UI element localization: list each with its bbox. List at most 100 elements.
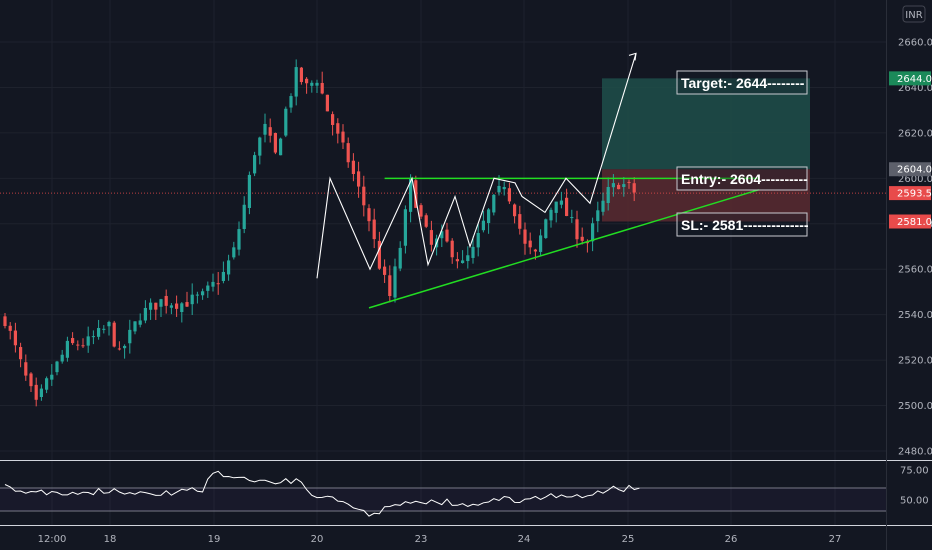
target-annotation-label: Target:- 2644-------- [681,75,805,91]
candle [492,193,496,216]
candle [606,177,610,211]
candle [65,336,69,362]
candle [201,288,205,300]
y-tick-label: 2540.00 [898,310,932,321]
candle [289,93,293,113]
candle [362,175,366,217]
target-tag-label: 2644.00 [897,74,932,85]
candle [591,217,595,252]
candle [227,254,231,281]
entry-annotation[interactable]: Entry:- 2604---------- [676,166,808,191]
candle [336,118,340,144]
candle [549,207,553,228]
candle [123,344,127,359]
candle [305,77,309,94]
rsi-band-fill [0,488,886,511]
candle [97,319,101,340]
candle [622,176,626,197]
candle [320,71,324,95]
x-tick-label: 20 [311,534,324,545]
candle [414,175,418,209]
candle [117,341,121,351]
x-tick-label: 12:00 [38,534,67,545]
candle [268,118,272,143]
candle [471,236,475,264]
candle [544,218,548,239]
candle [247,171,251,215]
candle [273,132,277,155]
candle [91,330,95,345]
candle [263,113,267,143]
candle [346,137,350,168]
candle [351,153,355,182]
candle [45,376,49,394]
candle [419,203,423,220]
candle [143,300,147,324]
candle [367,204,371,232]
candle [206,281,210,298]
candle [55,360,59,376]
candle [185,291,189,308]
x-tick-label: 19 [208,534,221,545]
candle [8,322,12,340]
candle [81,338,85,349]
candle [554,201,558,223]
price-axis-tags: 2644.00 2604.00 2593.50 2581.00 [889,71,932,229]
candle [393,258,397,303]
candle [528,232,532,255]
x-tick-label: 23 [415,534,428,545]
x-tick-label: 24 [518,534,531,545]
candle [580,227,584,245]
target-annotation[interactable]: Target:- 2644-------- [676,70,808,95]
candle [559,191,563,209]
candle [388,265,392,303]
x-tick-label: 25 [622,534,635,545]
time-axis[interactable]: 12:00 18 19 20 23 24 25 26 27 [38,534,842,545]
trade-annotations: Target:- 2644-------- Entry:- 2604-------… [676,70,809,237]
candle [164,289,168,314]
stop-annotation[interactable]: SL:- 2581-------------- [676,212,809,237]
candle [34,377,38,407]
candle [29,372,33,392]
candle [445,222,449,243]
candle [539,229,543,257]
candle [284,106,288,138]
candle [128,319,132,354]
candle [383,259,387,284]
candle [513,203,517,224]
rsi-indicator-pane [0,470,886,517]
candle [315,79,319,94]
candle [617,182,621,190]
candle [310,80,314,93]
triangle-pattern [316,52,760,309]
currency-badge: INR [902,5,926,23]
candle [377,231,381,270]
candle [242,196,246,234]
last-price-tag-label: 2593.50 [897,189,932,200]
candle [138,313,142,328]
rsi-line [4,470,640,517]
candle [107,320,111,336]
candle [341,124,345,149]
candle [112,320,116,348]
candle [466,246,470,269]
candle [50,364,54,386]
projection-zigzag [316,53,637,279]
candle [190,283,194,316]
candle [195,291,199,304]
arrow-head [628,52,637,61]
candle [76,340,80,351]
candle [523,222,527,255]
candle [180,302,184,323]
candle [372,208,376,249]
candle [299,66,303,85]
candle [331,111,335,136]
candle [102,325,106,334]
candle [294,59,298,106]
candle [253,151,257,177]
candle [518,205,522,235]
candle [565,188,569,217]
y-tick-label: 2520.00 [898,356,932,367]
